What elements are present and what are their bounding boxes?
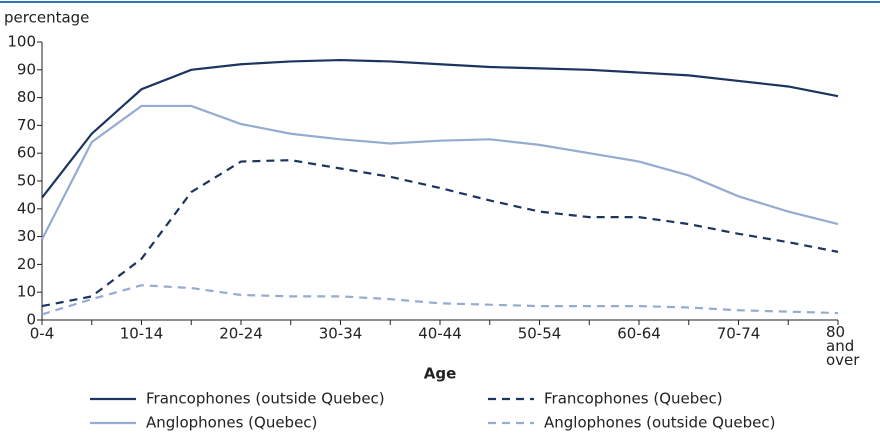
- y-tick-label: 100: [7, 33, 36, 51]
- legend-label: Francophones (Quebec): [544, 390, 723, 408]
- y-tick-label: 0: [26, 311, 36, 329]
- line-series: [41, 159, 839, 308]
- x-tick-label: 40-44: [418, 325, 462, 343]
- line-series: [41, 284, 839, 316]
- line-series: [41, 58, 839, 199]
- x-tick-label: 80 and over: [826, 323, 860, 369]
- x-tick-label: 70-74: [717, 325, 761, 343]
- x-tick-label: 20-24: [219, 325, 263, 343]
- legend-label: Anglophones (outside Quebec): [544, 414, 775, 432]
- x-tick-label: 0-4: [30, 325, 55, 343]
- line-series: [41, 104, 839, 240]
- legend-label: Anglophones (Quebec): [146, 414, 317, 432]
- x-tick-label: 50-54: [518, 325, 562, 343]
- y-tick-label: 10: [17, 283, 36, 301]
- y-axis-label: percentage: [4, 9, 89, 27]
- y-tick-label: 70: [17, 116, 36, 134]
- x-tick-label: 30-34: [319, 325, 363, 343]
- y-tick-label: 60: [17, 144, 36, 162]
- legend-label: Francophones (outside Quebec): [146, 390, 385, 408]
- x-tick-label: 60-64: [617, 325, 661, 343]
- y-tick-label: 40: [17, 199, 36, 217]
- x-axis-label: Age: [424, 365, 457, 383]
- y-tick-label: 90: [17, 60, 36, 78]
- y-tick-label: 80: [17, 88, 36, 106]
- y-tick-label: 50: [17, 172, 36, 190]
- y-tick-label: 30: [17, 227, 36, 245]
- y-tick-label: 20: [17, 255, 36, 273]
- x-tick-label: 10-14: [120, 325, 164, 343]
